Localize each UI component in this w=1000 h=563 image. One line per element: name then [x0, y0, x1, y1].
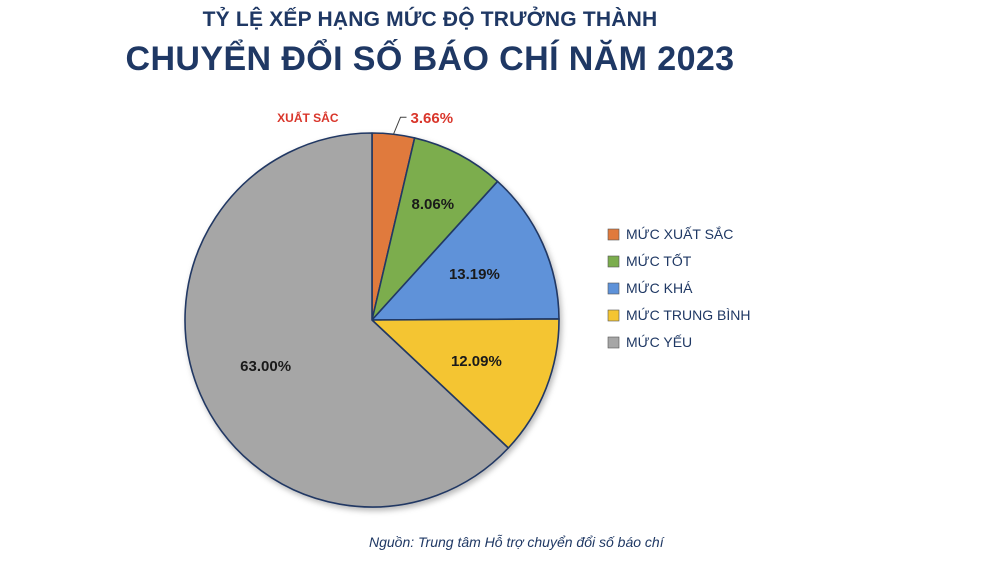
callout-label: XUẤT SẮC — [277, 110, 339, 125]
chart-title: TỶ LỆ XẾP HẠNG MỨC ĐỘ TRƯỞNG THÀNH — [202, 8, 658, 31]
legend-label-muc-kha: MỨC KHÁ — [626, 280, 693, 296]
data-label-muc-kha: 13.19% — [449, 266, 500, 283]
pie-callout: XUẤT SẮC — [277, 110, 407, 135]
data-label-muc-xuat-sac: 3.66% — [411, 110, 454, 127]
legend-label-muc-tot: MỨC TỐT — [626, 252, 692, 269]
legend-label-muc-xuat-sac: MỨC XUẤT SẮC — [626, 225, 733, 242]
legend-swatch-muc-tot — [607, 255, 620, 268]
pie-slices — [184, 132, 560, 508]
pie-slice-muc-trung-binh — [371, 318, 560, 449]
legend-swatch-muc-xuat-sac — [607, 228, 620, 241]
legend-swatch-muc-kha — [607, 282, 620, 295]
data-label-muc-yeu: 63.00% — [240, 358, 291, 375]
source-note: Nguồn: Trung tâm Hỗ trợ chuyển đổi số bá… — [369, 534, 664, 550]
legend-label-muc-yeu: MỨC YẾU — [626, 334, 692, 350]
pie-slice-muc-kha — [371, 180, 560, 321]
legend-label-muc-trung-binh: MỨC TRUNG BÌNH — [626, 307, 750, 323]
pie-labels: 3.66% 8.06% 13.19% 12.09% 63.00% — [240, 110, 502, 375]
legend-swatch-muc-yeu — [607, 336, 620, 349]
chart-subtitle: CHUYỂN ĐỔI SỐ BÁO CHÍ NĂM 2023 — [125, 40, 735, 78]
chart-legend: MỨC XUẤT SẮC MỨC TỐT MỨC KHÁ MỨC TRUNG BÌNH… — [607, 225, 750, 350]
data-label-muc-trung-binh: 12.09% — [451, 353, 502, 370]
legend-swatch-muc-trung-binh — [607, 309, 620, 322]
callout-leader-line — [393, 116, 407, 135]
pie-slice-muc-yeu — [184, 132, 510, 508]
data-label-muc-tot: 8.06% — [412, 196, 455, 213]
pie-slice-muc-tot — [371, 137, 499, 321]
